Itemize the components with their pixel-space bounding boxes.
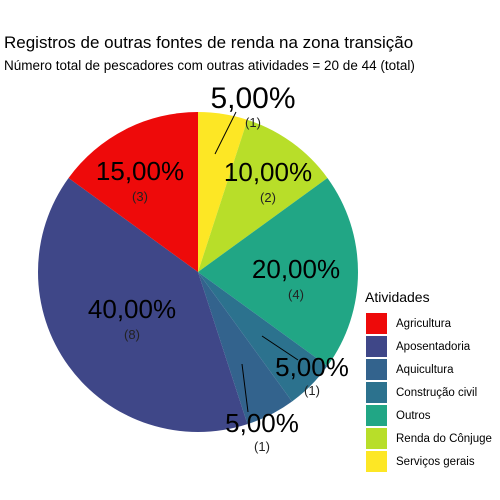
leader-line-aquicultura [241, 363, 249, 413]
legend-item-outros: Outros [366, 404, 492, 427]
count-label-renda-do-conjuge: (2) [260, 190, 276, 205]
legend-swatch [366, 336, 387, 357]
chart-title: Registros de outras fontes de renda na z… [4, 33, 414, 52]
pie-slice-renda-do-conjuge [198, 119, 328, 272]
legend-swatch [366, 313, 387, 334]
legend-item-aposentadoria: Aposentadoria [366, 335, 492, 358]
percent-label-agricultura: 15,00% [96, 156, 184, 186]
pie-slice-outros [198, 177, 359, 367]
percent-label-aposentadoria: 40,00% [88, 294, 176, 324]
percent-label-aquicultura: 5,00% [225, 408, 299, 438]
legend: Agricultura Aposentadoria Aquicultura Const… [366, 312, 492, 473]
legend-label: Renda do Cônjuge [396, 432, 492, 445]
leader-line-servicos-gerais [214, 111, 237, 155]
count-label-servicos-gerais: (1) [245, 115, 261, 130]
percent-label-construcao-civil: 5,00% [275, 352, 349, 382]
legend-swatch [366, 382, 387, 403]
percent-label-servicos-gerais: 5,00% [210, 82, 295, 115]
legend-swatch [366, 428, 387, 449]
percent-label-outros: 20,00% [252, 254, 340, 284]
legend-swatch [366, 405, 387, 426]
legend-title: Atividades [365, 289, 430, 305]
pie-slice-aposentadoria [37, 177, 248, 432]
legend-item-agricultura: Agricultura [366, 312, 492, 335]
legend-swatch [366, 359, 387, 380]
percent-label-renda-do-conjuge: 10,00% [224, 157, 312, 187]
pie-slice-servicos-gerais [198, 112, 248, 272]
legend-label: Construção civil [396, 386, 478, 399]
legend-swatch [366, 451, 387, 472]
legend-label: Outros [396, 409, 431, 422]
legend-label: Aposentadoria [396, 340, 471, 353]
legend-item-servicos-gerais: Serviços gerais [366, 450, 492, 473]
legend-item-aquicultura: Aquicultura [366, 358, 492, 381]
legend-item-construcao-civil: Construção civil [366, 381, 492, 404]
legend-label: Serviços gerais [396, 455, 475, 468]
pie-slice-agricultura [68, 112, 198, 272]
count-label-aposentadoria: (8) [124, 327, 140, 342]
chart-subtitle: Número total de pescadores com outras at… [4, 58, 415, 73]
leader-line-construcao-civil [261, 335, 299, 361]
legend-label: Aquicultura [396, 363, 454, 376]
count-label-agricultura: (3) [132, 189, 148, 204]
pie-slice-aquicultura [198, 272, 293, 425]
count-label-aquicultura: (1) [254, 439, 270, 454]
legend-label: Agricultura [396, 317, 451, 330]
count-label-construcao-civil: (1) [304, 383, 320, 398]
count-label-outros: (4) [288, 287, 304, 302]
legend-item-renda-do-conjuge: Renda do Cônjuge [366, 427, 492, 450]
